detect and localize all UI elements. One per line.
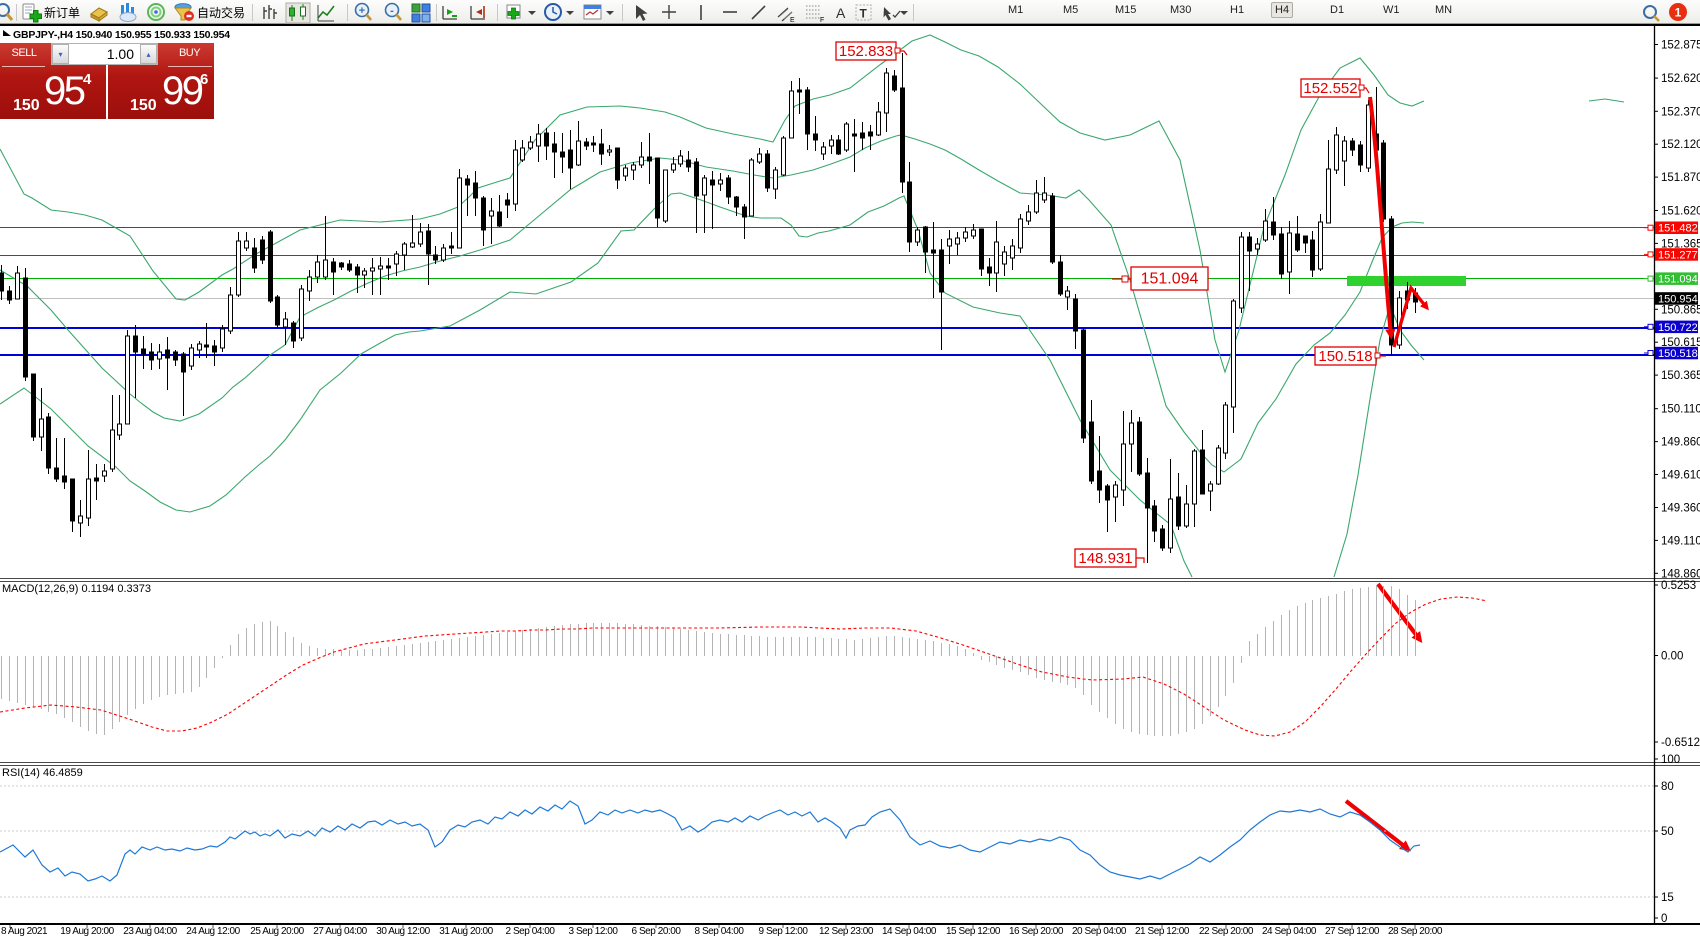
svg-text:3 Sep 12:00: 3 Sep 12:00 — [569, 926, 619, 937]
svg-text:15: 15 — [1661, 892, 1674, 904]
svg-text:151.620: 151.620 — [1661, 206, 1700, 218]
svg-text:15 Sep 12:00: 15 Sep 12:00 — [946, 926, 1001, 937]
svg-text:0.00: 0.00 — [1661, 651, 1683, 663]
svg-text:151.870: 151.870 — [1661, 172, 1700, 184]
svg-text:A: A — [836, 5, 846, 21]
svg-text:150.615: 150.615 — [1661, 337, 1700, 349]
svg-text:80: 80 — [1661, 781, 1674, 793]
svg-text:152.552: 152.552 — [1303, 80, 1357, 97]
svg-text:12 Sep 23:00: 12 Sep 23:00 — [819, 926, 874, 937]
svg-text:150.865: 150.865 — [1661, 304, 1700, 316]
svg-text:新订单: 新订单 — [44, 5, 80, 20]
svg-text:149.360: 149.360 — [1661, 503, 1700, 515]
svg-text:20 Sep 04:00: 20 Sep 04:00 — [1072, 926, 1127, 937]
svg-text:+: + — [359, 5, 365, 17]
svg-text:2 Sep 04:00: 2 Sep 04:00 — [506, 926, 556, 937]
svg-text:151.277: 151.277 — [1658, 249, 1698, 261]
svg-text:自动交易: 自动交易 — [197, 5, 245, 20]
svg-text:23 Aug 04:00: 23 Aug 04:00 — [123, 926, 177, 937]
svg-text:14 Sep 04:00: 14 Sep 04:00 — [882, 926, 937, 937]
svg-text:151.094: 151.094 — [1658, 274, 1698, 286]
svg-text:150.518: 150.518 — [1318, 348, 1372, 365]
svg-text:150.365: 150.365 — [1661, 370, 1700, 382]
svg-text:151.482: 151.482 — [1658, 223, 1698, 235]
svg-text:16 Sep 20:00: 16 Sep 20:00 — [1009, 926, 1064, 937]
svg-text:150.110: 150.110 — [1661, 404, 1700, 416]
svg-text:0.5253: 0.5253 — [1661, 580, 1696, 592]
svg-text:50: 50 — [1661, 826, 1674, 838]
svg-text:MACD(12,26,9) 0.1194 0.3373: MACD(12,26,9) 0.1194 0.3373 — [2, 583, 151, 595]
svg-text:152.620: 152.620 — [1661, 73, 1700, 85]
svg-text:152.120: 152.120 — [1661, 139, 1700, 151]
svg-text:F: F — [820, 17, 824, 24]
svg-text:149.610: 149.610 — [1661, 470, 1700, 482]
svg-text:21 Sep 12:00: 21 Sep 12:00 — [1135, 926, 1190, 937]
svg-text:-0.6512: -0.6512 — [1661, 737, 1700, 749]
svg-text:150.722: 150.722 — [1658, 322, 1698, 334]
svg-text:19 Aug 20:00: 19 Aug 20:00 — [60, 926, 114, 937]
svg-text:28 Sep 20:00: 28 Sep 20:00 — [1388, 926, 1443, 937]
svg-text:152.875: 152.875 — [1661, 40, 1700, 52]
svg-text:100: 100 — [1661, 754, 1680, 766]
svg-text:22 Sep 20:00: 22 Sep 20:00 — [1199, 926, 1254, 937]
svg-text:1: 1 — [1675, 6, 1682, 20]
svg-text:151.365: 151.365 — [1661, 238, 1700, 250]
svg-text:31 Aug 20:00: 31 Aug 20:00 — [439, 926, 493, 937]
svg-text:6 Sep 20:00: 6 Sep 20:00 — [632, 926, 682, 937]
svg-text:152.833: 152.833 — [839, 43, 893, 60]
svg-text:RSI(14) 46.4859: RSI(14) 46.4859 — [2, 767, 83, 779]
svg-text:0: 0 — [1661, 913, 1667, 925]
svg-text:149.860: 149.860 — [1661, 437, 1700, 449]
svg-text:9 Sep 12:00: 9 Sep 12:00 — [759, 926, 809, 937]
svg-text:GBPJPY-,H4 150.940 150.955 15: GBPJPY-,H4 150.940 150.955 150.933 150.9… — [13, 29, 230, 41]
svg-text:151.094: 151.094 — [1141, 271, 1199, 288]
svg-text:27 Sep 12:00: 27 Sep 12:00 — [1325, 926, 1380, 937]
svg-text:27 Aug 04:00: 27 Aug 04:00 — [313, 926, 367, 937]
svg-text:8 Sep 04:00: 8 Sep 04:00 — [695, 926, 745, 937]
svg-text:24 Sep 04:00: 24 Sep 04:00 — [1262, 926, 1317, 937]
svg-text:24 Aug 12:00: 24 Aug 12:00 — [186, 926, 240, 937]
svg-text:25 Aug 20:00: 25 Aug 20:00 — [250, 926, 304, 937]
svg-text:30 Aug 12:00: 30 Aug 12:00 — [376, 926, 430, 937]
svg-text:152.370: 152.370 — [1661, 106, 1700, 118]
svg-text:-: - — [390, 5, 394, 17]
svg-text:150.518: 150.518 — [1658, 348, 1698, 360]
svg-text:T: T — [860, 7, 868, 21]
svg-text:148.860: 148.860 — [1661, 568, 1700, 580]
svg-text:149.110: 149.110 — [1661, 535, 1700, 547]
svg-text:148.931: 148.931 — [1078, 550, 1132, 567]
svg-text:8 Aug 2021: 8 Aug 2021 — [1, 926, 48, 937]
svg-text:150.954: 150.954 — [1658, 293, 1698, 305]
svg-text:E: E — [790, 17, 795, 24]
